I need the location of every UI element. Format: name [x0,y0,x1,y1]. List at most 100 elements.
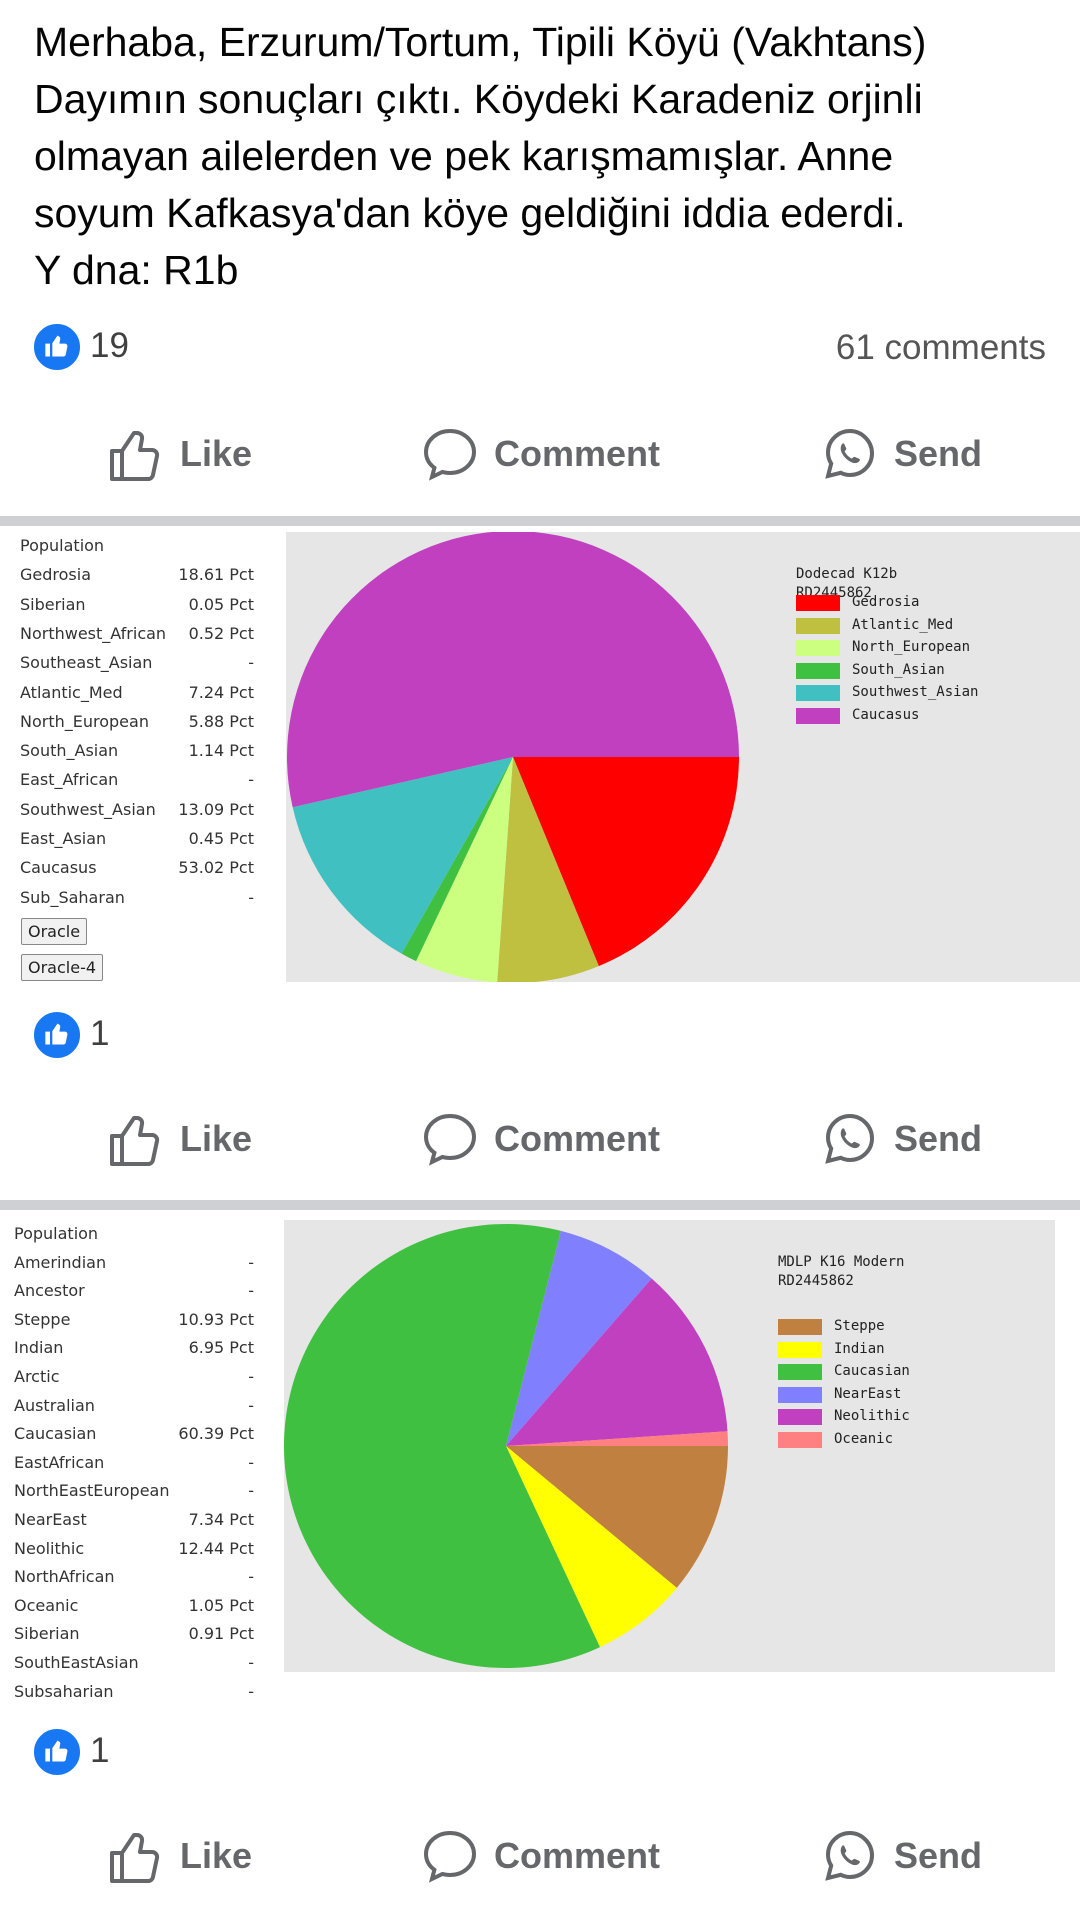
photo-dodecad-k12b[interactable]: Population Gedrosia 18.61 Pct Siberian 0.05… [0,526,1080,986]
comments-count[interactable]: 61 comments [835,328,1046,367]
send-button[interactable]: Send [822,1816,982,1896]
pie-slice-gedrosia [513,757,739,967]
photo2-action-bar: Like Comment Send [0,1816,1080,1896]
legend-swatch [778,1364,822,1381]
photo-mdlp-k16[interactable]: Population Amerindian - Ancestor - Steppe 10.… [0,1210,1080,1701]
population-name: Neolithic [14,1538,85,1558]
population-table: Population Amerindian - Ancestor - Steppe 10.… [14,1224,264,1704]
pie-slice-neareast [506,1230,652,1446]
like-count[interactable]: 19 [90,326,129,365]
pie-slice-neolithic [506,1278,728,1446]
pie-slice-caucasus [287,532,739,808]
comment-label: Comment [494,1118,661,1159]
legend-label: Oceanic [834,1431,894,1447]
photo1-reactions-row: 1 [32,1010,1046,1060]
population-value: 0.91 Pct [188,1624,254,1644]
population-header: Population [14,1224,99,1243]
like-reaction-icon[interactable] [32,322,82,372]
population-name: Caucasian [14,1424,97,1444]
population-name: East_Asian [20,829,107,848]
like-reaction-icon[interactable] [32,1727,82,1777]
population-value: - [248,653,254,673]
legend-label: Neolithic [834,1408,910,1425]
pie-slice-steppe [506,1446,728,1588]
legend-swatch [796,595,840,611]
population-value: 1.14 Pct [188,741,254,761]
legend-label: North_European [852,639,971,656]
speech-bubble-icon [423,428,477,481]
pie-slice-indian [506,1446,677,1648]
whatsapp-icon [825,1830,875,1881]
oracle-button[interactable]: Oracle [21,918,88,945]
chart-subtitle: RD2445862 [778,1273,854,1289]
legend-label: Steppe [834,1318,885,1334]
comment-button[interactable]: Comment [422,1816,660,1896]
population-value: - [248,1395,254,1415]
population-header: Population [20,536,105,555]
like-label: Like [180,1118,253,1159]
post-divider [0,516,1080,526]
legend-swatch [796,640,840,657]
like-label: Like [180,1835,253,1876]
pie-chart-k12b [287,532,739,982]
population-value: - [248,1452,254,1472]
thumbs-up-icon [110,1116,160,1166]
chart-legend: MDLP K16 Modern RD2445862 Steppe Indian Ca… [778,1254,1048,1454]
oracle-button[interactable]: Oracle-4 [21,954,104,981]
photo2-reactions-row: 1 [32,1727,1046,1777]
send-label: Send [894,433,983,474]
population-name: Gedrosia [20,565,91,585]
population-name: NorthEastEuropean [14,1481,170,1501]
population-name: NorthAfrican [14,1567,115,1587]
like-count[interactable]: 1 [90,1014,110,1053]
population-value: 53.02 Pct [178,858,254,878]
population-name: NearEast [14,1510,87,1529]
population-name: Indian [14,1338,64,1358]
population-name: Sub_Saharan [20,887,125,907]
post-reactions-row: 19 61 comments [32,322,1046,372]
like-button[interactable]: Like [108,414,252,494]
population-name: Australian [14,1395,95,1415]
post-line: Y dna: R1b [34,247,239,293]
population-name: Siberian [14,1624,80,1644]
population-value: - [248,1481,254,1501]
like-button[interactable]: Like [108,1099,252,1179]
legend-swatch [778,1319,822,1335]
legend-label: Caucasian [834,1363,910,1380]
send-button[interactable]: Send [822,414,982,494]
population-value: 10.93 Pct [178,1309,254,1329]
legend-swatch [778,1386,822,1403]
thumbs-up-icon [110,1833,160,1883]
pie-slice-south-asian [401,757,513,962]
pie-slice-atlantic-med [497,757,599,982]
pie-chart-k16 [284,1224,728,1668]
population-name: Subsaharian [14,1681,114,1701]
population-value: 1.05 Pct [188,1595,254,1615]
like-count[interactable]: 1 [90,1731,110,1770]
whatsapp-icon [825,1113,875,1164]
population-value: 18.61 Pct [178,565,254,585]
post-text: Merhaba, Erzurum/Tortum, Tipili Köyü (Va… [34,14,1054,299]
comment-label: Comment [494,433,661,474]
send-button[interactable]: Send [822,1099,982,1179]
like-reaction-icon[interactable] [32,1010,82,1060]
legend-swatch [796,685,840,702]
population-value: - [248,770,254,790]
population-name: East_African [20,770,119,790]
comment-button[interactable]: Comment [422,1099,660,1179]
population-value: 6.95 Pct [188,1338,254,1358]
comment-button[interactable]: Comment [422,414,660,494]
population-value: - [248,1367,254,1386]
legend-label: Indian [834,1340,885,1357]
like-button[interactable]: Like [108,1816,252,1896]
pie-slice-oceanic [506,1431,728,1446]
population-name: North_European [20,711,149,731]
photo1-action-bar: Like Comment Send [0,1099,1080,1179]
legend-label: Gedrosia [852,594,920,610]
legend-swatch [796,617,840,634]
population-value: 7.24 Pct [188,682,254,702]
post-line: soyum Kafkasya'dan köye geldiğini iddia … [34,190,906,236]
population-name: Southeast_Asian [20,653,153,673]
population-table: Population Gedrosia 18.61 Pct Siberian 0.05… [20,536,260,981]
population-name: South_Asian [20,741,119,761]
